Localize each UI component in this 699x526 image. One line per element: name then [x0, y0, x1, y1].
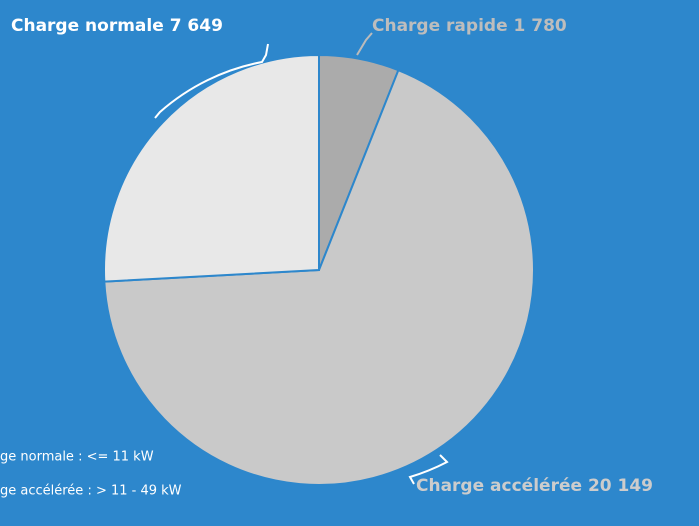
slice-label: Charge normale 7 649 — [11, 16, 223, 36]
label-name: Charge accélérée — [416, 476, 582, 496]
label-bracket — [408, 454, 449, 485]
pie-slice — [103, 53, 320, 283]
slice-label: Charge rapide 1 780 — [372, 16, 567, 36]
pie-slice — [103, 68, 535, 486]
legend-text: ge normale : <= 11 kW — [0, 450, 154, 465]
legend-text: ge accélérée : > 11 - 49 kW — [0, 484, 182, 499]
pie — [103, 53, 535, 486]
label-bracket — [356, 32, 373, 56]
label-value: 1 780 — [514, 16, 567, 36]
label-name: Charge normale — [11, 16, 164, 36]
label-value: 7 649 — [170, 16, 223, 36]
label-value: 20 149 — [588, 476, 653, 496]
slice-label: Charge accélérée 20 149 — [416, 476, 653, 496]
label-bracket — [154, 43, 269, 119]
label-name: Charge rapide — [372, 16, 508, 36]
